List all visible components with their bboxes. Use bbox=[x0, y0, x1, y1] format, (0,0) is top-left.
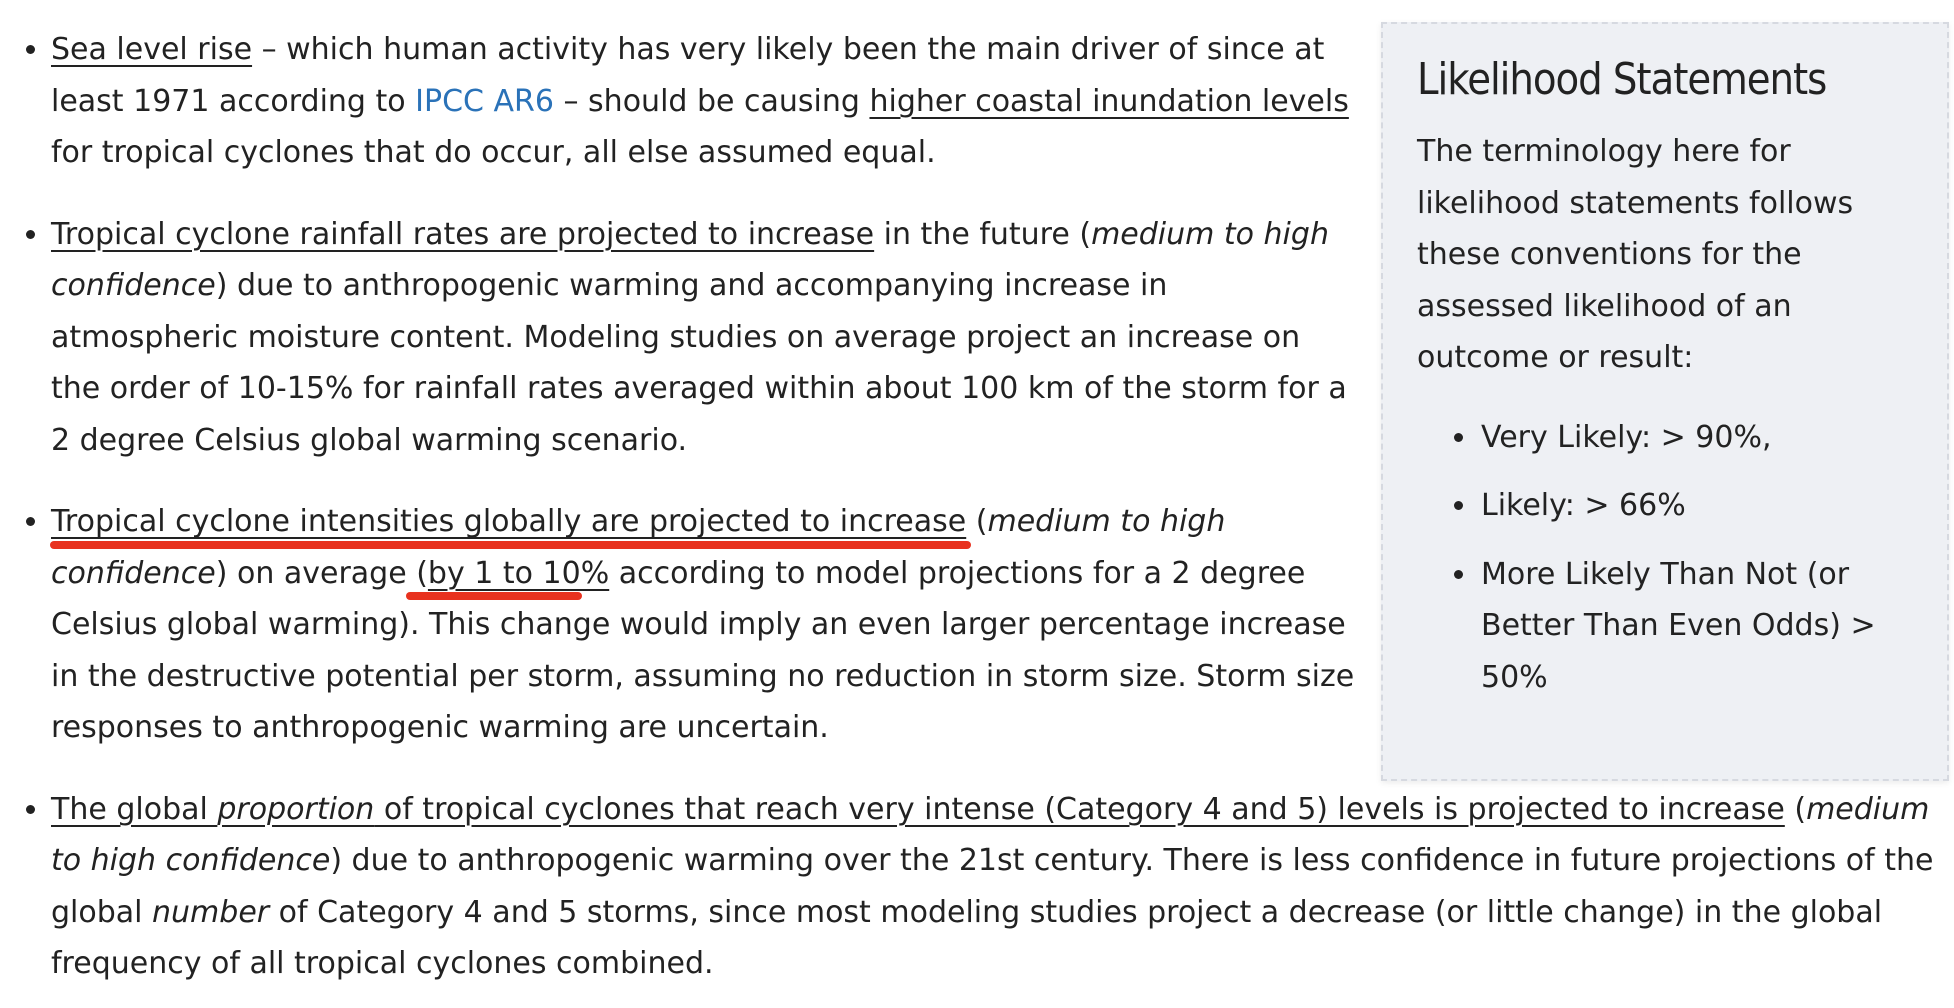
ipcc-ar6-link[interactable]: IPCC AR6 bbox=[415, 83, 554, 119]
intensity-text-b: ) on average ( bbox=[215, 555, 428, 591]
red-annotation-underline-range bbox=[406, 592, 582, 600]
list-item-proportion: The global proportion of tropical cyclon… bbox=[51, 784, 1950, 990]
likelihood-list: Very Likely: > 90%, Likely: > 66% More L… bbox=[1417, 412, 1915, 704]
rainfall-rates-link[interactable]: Tropical cyclone rainfall rates are proj… bbox=[51, 216, 875, 252]
proportion-link-part2: of tropical cyclones that reach very int… bbox=[374, 791, 1785, 827]
sea-level-text-c: for tropical cyclones that do occur, all… bbox=[51, 135, 936, 170]
coastal-inundation-link[interactable]: higher coastal inundation levels bbox=[869, 83, 1349, 119]
sidebar-title: Likelihood Statements bbox=[1417, 54, 1827, 105]
proportion-text-b: ) due to anthropogenic warming over the … bbox=[51, 843, 1934, 930]
proportion-number-italic: number bbox=[152, 894, 270, 930]
intensities-link[interactable]: Tropical cyclone intensities globally ar… bbox=[51, 504, 967, 539]
rainfall-text-a: in the future ( bbox=[874, 216, 1092, 252]
proportion-text-c: of Category 4 and 5 storms, since most m… bbox=[51, 894, 1883, 982]
list-item-rainfall: Tropical cyclone rainfall rates are proj… bbox=[51, 209, 1356, 467]
sidebar-intro: The terminology here for likelihood stat… bbox=[1417, 134, 1854, 375]
proportion-confidence: medium to high confidence bbox=[51, 791, 1930, 879]
list-item-sea-level: Sea level rise – which human activity ha… bbox=[51, 24, 1356, 179]
red-annotation-underline-intensities bbox=[50, 541, 971, 549]
sea-level-rise-link[interactable]: Sea level rise bbox=[51, 32, 253, 67]
findings-list: Sea level rise – which human activity ha… bbox=[0, 24, 1950, 990]
intensity-text-a: ( bbox=[966, 504, 988, 539]
rainfall-confidence: medium to high confidence bbox=[51, 216, 1329, 304]
intensity-text-c: according to model projections for a 2 d… bbox=[51, 555, 1355, 746]
proportion-link-part1: The global bbox=[51, 791, 218, 827]
sea-level-text-b: – should be causing bbox=[553, 83, 870, 119]
intensity-range-link[interactable]: by 1 to 10% bbox=[427, 555, 610, 591]
list-item-intensity: Tropical cyclone intensities globally ar… bbox=[51, 496, 1356, 754]
likelihood-item-likely: Likely: > 66% bbox=[1479, 480, 1915, 532]
intensity-confidence: medium to high confidence bbox=[51, 504, 1226, 591]
likelihood-sidebar: Likelihood Statements The terminology he… bbox=[1381, 22, 1949, 781]
sea-level-text-a: – which human activity has very likely b… bbox=[51, 32, 1325, 119]
likelihood-item-very-likely: Very Likely: > 90%, bbox=[1479, 412, 1915, 464]
proportion-link-italic: proportion bbox=[217, 791, 375, 827]
proportion-link[interactable]: The global proportion of tropical cyclon… bbox=[51, 792, 1785, 827]
likelihood-item-more-likely: More Likely Than Not (or Better Than Eve… bbox=[1479, 549, 1915, 704]
proportion-text-a: ( bbox=[1784, 791, 1807, 827]
main-content: Sea level rise – which human activity ha… bbox=[0, 24, 1950, 1008]
rainfall-text-b: ) due to anthropogenic warming and accom… bbox=[51, 268, 1347, 458]
